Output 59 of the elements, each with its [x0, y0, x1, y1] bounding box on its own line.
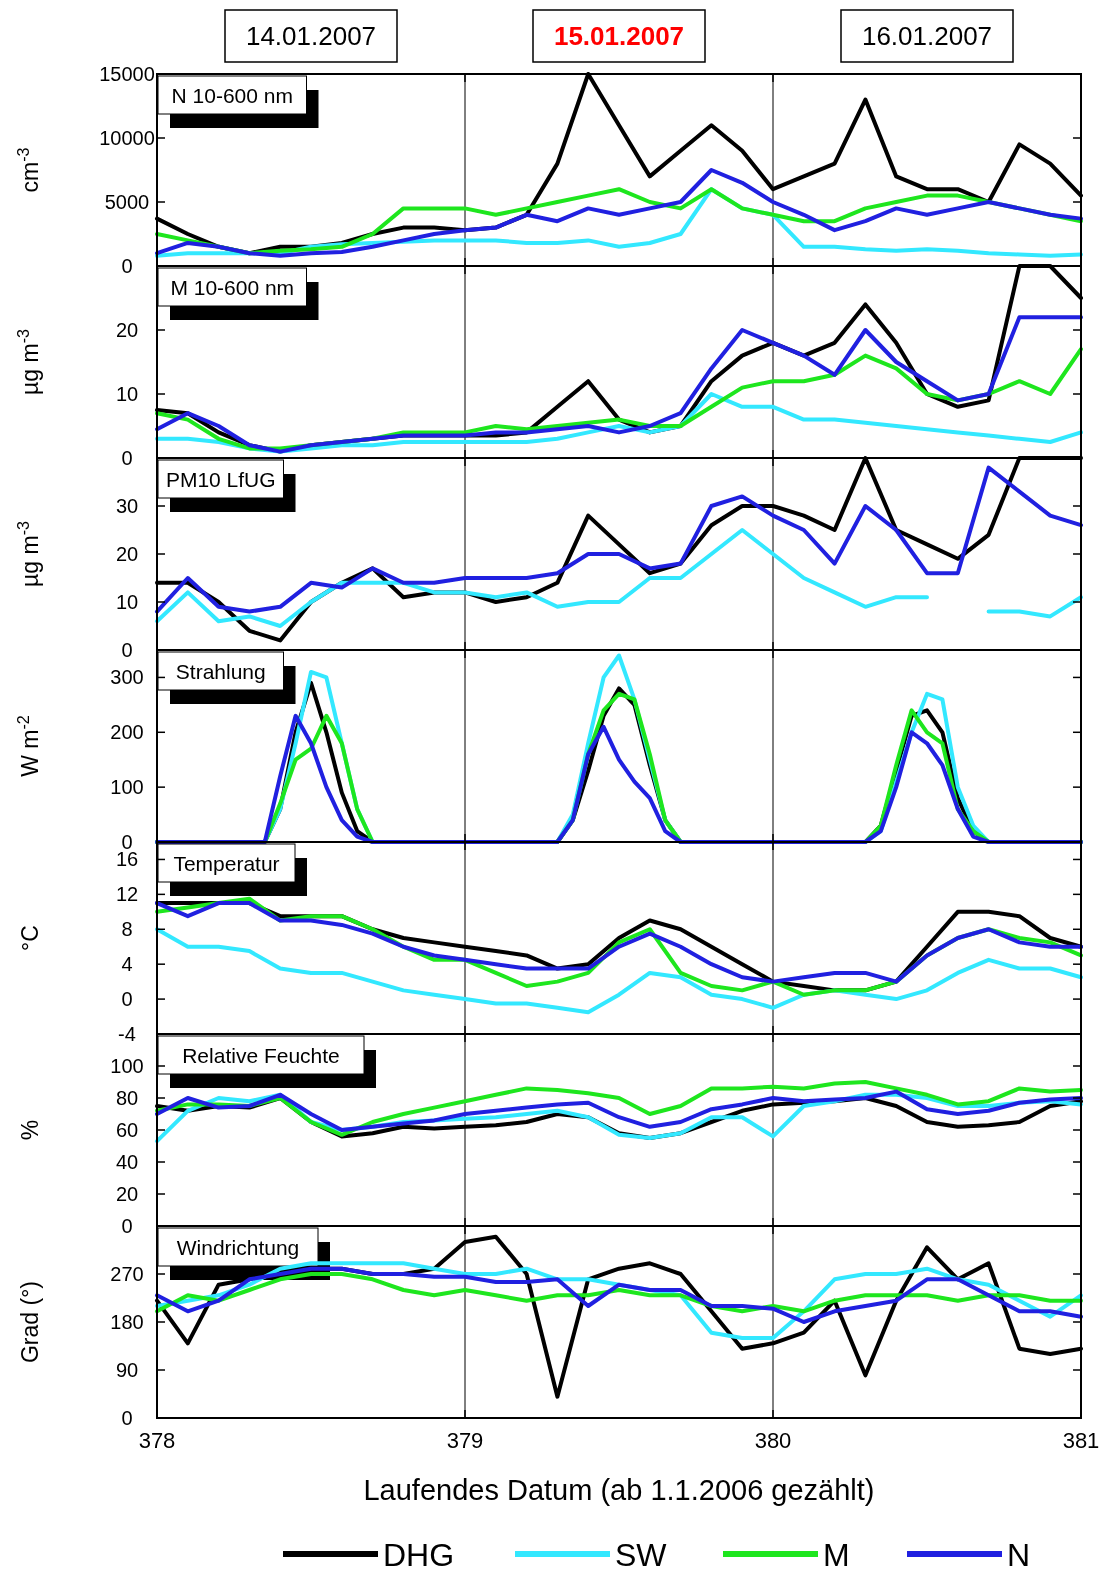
y-tick-label: 80	[115, 1087, 139, 1109]
line-series	[155, 1080, 1083, 1137]
y-tick-label: 60	[115, 1119, 139, 1141]
y-tick-label: 10000	[99, 127, 155, 149]
y-tick-label: 4	[121, 953, 133, 976]
line-series	[155, 1272, 1083, 1314]
text: Windrichtung	[176, 1236, 300, 1259]
y-tick-label: 90	[115, 1359, 139, 1381]
y-axis-title: %	[17, 1119, 43, 1141]
y-tick-label: 5000	[104, 191, 150, 213]
y-axis-title: °C	[17, 925, 43, 951]
y-tick-label: -4	[118, 1023, 136, 1045]
y-tick-label: 200	[110, 721, 144, 744]
y-tick-label: 10	[115, 591, 139, 613]
legend-label: N	[1007, 1537, 1031, 1573]
text: Strahlung	[175, 660, 266, 683]
y-tick-label: 0	[121, 447, 133, 469]
x-axis-title: Laufendes Datum (ab 1.1.2006 gezählt)	[363, 1474, 875, 1506]
text: 15.01.2007	[553, 21, 685, 51]
y-tick-label: 0	[121, 639, 133, 661]
x-tick-label: 378	[138, 1428, 176, 1453]
y-tick-label: 20	[115, 543, 139, 565]
line-series	[155, 315, 1083, 454]
x-tick-label: 381	[1062, 1428, 1100, 1453]
y-tick-label: 15000	[99, 63, 155, 85]
legend-label: M	[823, 1537, 850, 1573]
y-tick-label: 0	[121, 1215, 133, 1237]
y-axis-title: Grad (°)	[17, 1280, 43, 1364]
line-series	[155, 927, 1083, 1015]
legend-label: DHG	[383, 1537, 455, 1573]
y-tick-label: 10	[115, 383, 139, 405]
x-tick-label: 380	[754, 1428, 792, 1453]
y-tick-label: 0	[121, 255, 133, 277]
y-tick-label: 40	[115, 1151, 139, 1173]
text: PM10 LfUG	[165, 468, 276, 491]
line-series	[155, 168, 1083, 258]
y-tick-label: 12	[115, 883, 139, 906]
y-tick-label: 100	[110, 776, 144, 799]
y-tick-label: 300	[110, 666, 144, 689]
y-tick-label: 0	[121, 1407, 133, 1429]
text: 16.01.2007	[861, 21, 993, 51]
line-series	[155, 1089, 1083, 1132]
legend-label: SW	[615, 1537, 668, 1573]
text: M 10-600 nm	[170, 276, 295, 299]
y-tick-label: 20	[115, 319, 139, 341]
y-tick-label: 20	[115, 1183, 139, 1205]
y-tick-label: 270	[110, 1263, 144, 1285]
text: N 10-600 nm	[171, 84, 293, 107]
y-tick-label: 180	[110, 1311, 144, 1333]
y-tick-label: 0	[121, 988, 133, 1011]
y-tick-label: 8	[121, 918, 133, 941]
text: Temperatur	[173, 852, 280, 875]
text: 14.01.2007	[245, 21, 377, 51]
y-tick-label: 30	[115, 495, 139, 517]
x-tick-label: 379	[446, 1428, 484, 1453]
y-tick-label: 100	[110, 1055, 144, 1077]
line-series	[155, 1266, 1083, 1324]
line-series	[155, 465, 1083, 614]
text: Relative Feuchte	[182, 1044, 340, 1067]
